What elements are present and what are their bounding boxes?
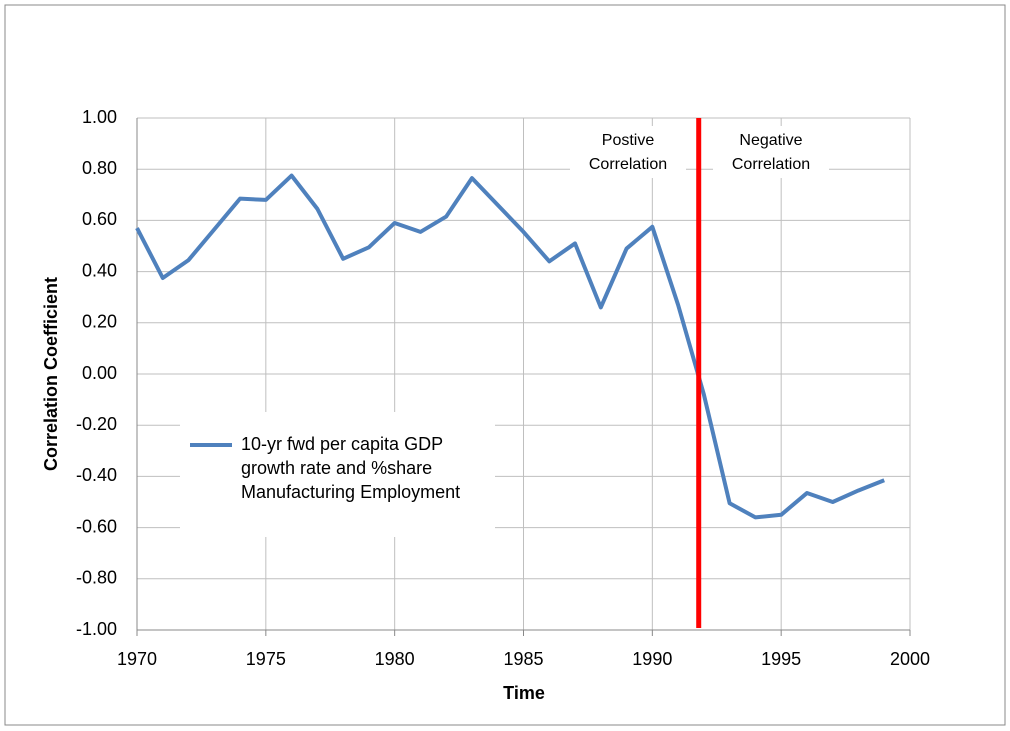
annotation: Correlation	[589, 156, 667, 173]
annotation-bg	[570, 126, 686, 178]
y-tick-label: -0.20	[76, 414, 117, 434]
y-tick-label: -0.80	[76, 568, 117, 588]
y-tick-label: 0.40	[82, 260, 117, 280]
legend: 10-yr fwd per capita GDP growth rate and…	[180, 412, 495, 537]
annotation: Correlation	[732, 156, 810, 173]
y-tick-label: -0.40	[76, 465, 117, 485]
x-tick-label: 1980	[375, 649, 415, 669]
x-tick-label: 1995	[761, 649, 801, 669]
y-tick-label: -1.00	[76, 619, 117, 639]
x-tick-label: 1970	[117, 649, 157, 669]
chart-border	[4, 4, 1006, 726]
legend-label: 10-yr fwd per capita GDP growth rate and…	[241, 434, 461, 502]
series-line	[135, 173, 885, 520]
y-axis-label: Correlation Coefficient	[41, 277, 61, 471]
y-tick-label: 0.20	[82, 312, 117, 332]
annotation: Negative	[739, 132, 802, 149]
y-tick-label: 0.00	[82, 363, 117, 383]
x-tick-label: 1990	[632, 649, 672, 669]
y-tick-label: 0.60	[82, 209, 117, 229]
x-axis-label: Time	[503, 683, 545, 703]
annotation: Postive	[602, 132, 655, 149]
annotation-bg	[713, 126, 829, 178]
y-tick-label: 1.00	[82, 107, 117, 127]
x-tick-label: 1975	[246, 649, 286, 669]
y-tick-label: -0.60	[76, 516, 117, 536]
y-tick-label: 0.80	[82, 158, 117, 178]
x-tick-label: 1985	[503, 649, 543, 669]
x-tick-label: 2000	[890, 649, 930, 669]
legend-swatch-box	[190, 443, 232, 447]
